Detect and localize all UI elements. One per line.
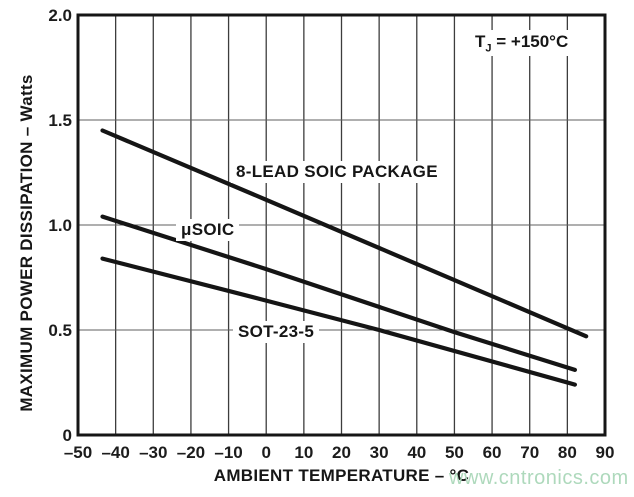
series-line-1: [100, 214, 578, 372]
annotation-symbol: T: [475, 32, 486, 51]
x-axis-title: AMBIENT TEMPERATURE – °C: [213, 466, 470, 485]
series-label-sot-23-5: SOT-23-5: [233, 321, 320, 343]
series-line-0: [100, 128, 589, 339]
junction-temperature-annotation: TJ = +150°C: [468, 30, 576, 57]
series-label-8-lead-soic: 8-LEAD SOIC PACKAGE: [231, 161, 443, 183]
watermark: www.cntronics.com: [449, 467, 629, 489]
series-line-2: [100, 256, 578, 387]
annotation-subscript: J: [485, 42, 492, 55]
plot-frame: [76, 13, 607, 437]
annotation-value: = +150°C: [491, 32, 569, 51]
series-label-usoic: μSOIC: [176, 219, 240, 241]
y-axis-title: MAXIMUM POWER DISSIPATION – Watts: [17, 74, 36, 412]
